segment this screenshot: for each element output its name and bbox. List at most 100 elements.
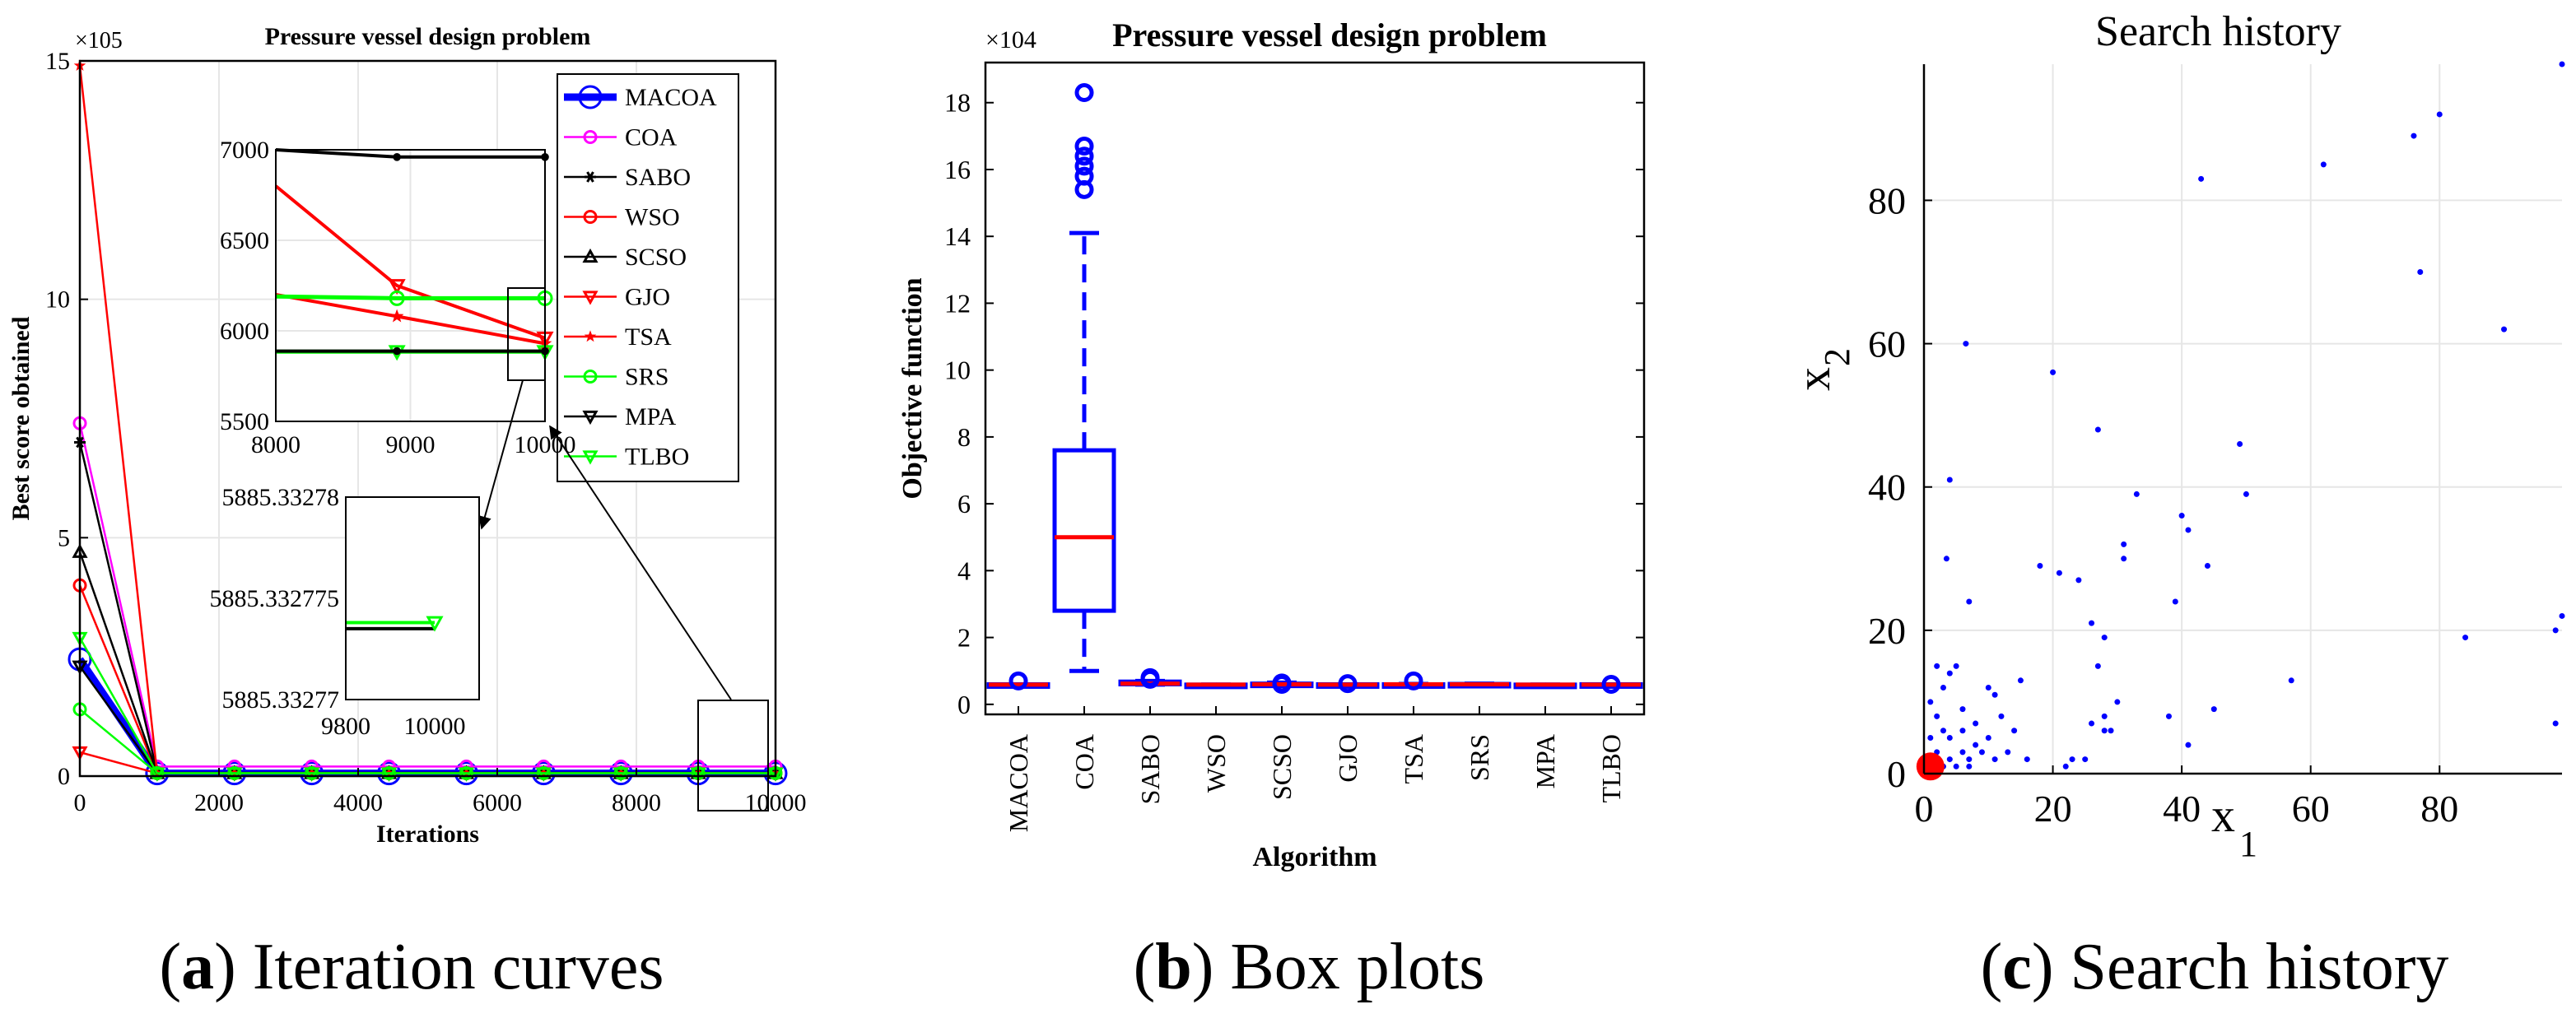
scatter-point	[2243, 491, 2249, 497]
scatter-point	[1959, 749, 1966, 756]
scatter-point	[2069, 756, 2075, 763]
data-point-TLBO	[380, 767, 398, 782]
y-tick-label: 20	[1868, 610, 1906, 652]
data-point-TLBO	[613, 767, 629, 782]
scatter-point	[2417, 269, 2424, 276]
data-point-TLBO	[226, 767, 243, 782]
scatter-point	[2172, 598, 2178, 605]
outlier-point	[1601, 674, 1621, 694]
scatter-point	[2114, 699, 2121, 705]
outlier-point	[1074, 146, 1094, 166]
scatter-point	[1940, 728, 1946, 734]
legend-marker	[583, 210, 598, 224]
scatter-point	[2121, 541, 2127, 547]
scatter-point	[1973, 720, 1979, 727]
x-tick-label-WSO: WSO	[1201, 734, 1231, 793]
scatter-point	[2204, 562, 2210, 569]
scatter-point	[1940, 685, 1946, 691]
scatter-point	[2178, 513, 2185, 519]
scatter-point	[2101, 728, 2108, 734]
scatter-point	[2462, 635, 2469, 641]
y-tick-label: 10	[45, 286, 70, 314]
scatter-point	[1946, 734, 1953, 741]
scatter-point	[2056, 570, 2062, 576]
inset-x-tick-label: 10000	[404, 713, 466, 740]
y-tick-label: 14	[944, 221, 971, 251]
outlier-point	[1272, 673, 1292, 693]
box-COA	[1052, 83, 1116, 673]
scatter-point	[2552, 627, 2559, 634]
scatter-point	[1966, 756, 1973, 763]
legend-marker	[582, 410, 599, 425]
legend-marker	[578, 85, 603, 109]
caption-b: (b) Box plots	[1133, 931, 1485, 1003]
exponent-label: ×104	[985, 26, 1036, 53]
inset-y-tick-label: 5885.33277	[222, 686, 340, 714]
scatter-point	[1978, 749, 1985, 756]
convergence-chart: 0 2000 4000 6000 8000 10000 0 5 10 15×105 Pressure…	[7, 23, 807, 848]
scatter-point	[2185, 527, 2192, 533]
scatter-point	[2094, 663, 2101, 669]
inset-frame	[345, 496, 480, 700]
outlier-point	[1074, 166, 1094, 186]
scatter-point	[1946, 756, 1953, 763]
x-tick-label: 2000	[194, 789, 244, 816]
scatter-point	[1959, 728, 1966, 734]
plot-area	[985, 63, 1644, 714]
chart-title: Pressure vessel design problem	[265, 23, 591, 50]
scatter-point	[1953, 663, 1959, 669]
scatter-point	[1946, 477, 1953, 483]
y-tick-label: 16	[944, 155, 971, 184]
data-point-TLBO	[304, 767, 320, 782]
y-tick-label: 40	[1868, 467, 1906, 509]
y-tick-label: 5	[58, 524, 70, 551]
inset-zoom-1: 8000 9000 10000 5500 6000 6500 7000	[220, 137, 576, 458]
axes-frame	[78, 59, 777, 778]
series-line-COA	[78, 423, 776, 768]
inset-data-point	[388, 279, 406, 295]
inset-x-tick-label: 9000	[386, 431, 436, 458]
scatter-point	[1953, 763, 1959, 770]
inset-x-tick-label: 8000	[251, 431, 300, 458]
inset-data-point	[389, 290, 405, 306]
exponent-label: ×105	[75, 28, 123, 53]
scatter-point	[2037, 562, 2043, 569]
scatter-point	[2320, 161, 2327, 168]
inset-data-point	[426, 616, 444, 632]
legend-marker	[584, 330, 597, 342]
x-tick-label: 60	[2292, 788, 2330, 830]
scatter-point	[1991, 756, 1998, 763]
box-plot-chart: 0 2 4 6 8 10 12 14 16 18 MACOA COA SABO WSO SCSO GJO TSA…	[897, 16, 1646, 872]
x-tick-label: 20	[2034, 788, 2072, 830]
inset-y-tick-label: 5885.33278	[222, 484, 340, 511]
zoom-arrow	[478, 379, 524, 530]
box-MACOA	[986, 671, 1050, 691]
legend-entry-MPA: MPA	[625, 403, 677, 430]
x-axis-label: Algorithm	[1252, 842, 1377, 872]
inset-series-line	[274, 184, 546, 340]
y-axis-label: Best score obtained	[7, 316, 35, 520]
x-tick-label: 0	[1915, 788, 1934, 830]
x-tick-label-GJO: GJO	[1333, 734, 1363, 783]
scatter-point	[1973, 742, 1979, 748]
legend-entry-TSA: TSA	[625, 323, 672, 351]
x-tick-label-SABO: SABO	[1135, 734, 1165, 804]
y-axis-label: Objective function	[897, 277, 928, 499]
y-tick-label: 0	[58, 763, 70, 790]
legend-entry-SABO: SABO	[625, 164, 691, 191]
outlier-point	[1074, 156, 1094, 176]
inset-y-tick-label: 7000	[220, 137, 269, 164]
x-tick-label-TLBO: TLBO	[1596, 734, 1626, 803]
series-line-TLBO	[78, 637, 776, 774]
y-tick-label: 2	[957, 623, 971, 653]
box-iqr	[1052, 448, 1116, 613]
scatter-point	[2237, 440, 2243, 447]
scatter-point	[2121, 556, 2127, 562]
y-tick-label: 6	[957, 489, 971, 518]
data-point-TLBO	[458, 767, 475, 782]
caption-a: (a) Iteration curves	[159, 931, 664, 1003]
y-tick-label: 4	[957, 556, 971, 585]
scatter-point	[2082, 756, 2089, 763]
box-SRS	[1447, 681, 1512, 689]
scatter-point	[2089, 720, 2095, 727]
